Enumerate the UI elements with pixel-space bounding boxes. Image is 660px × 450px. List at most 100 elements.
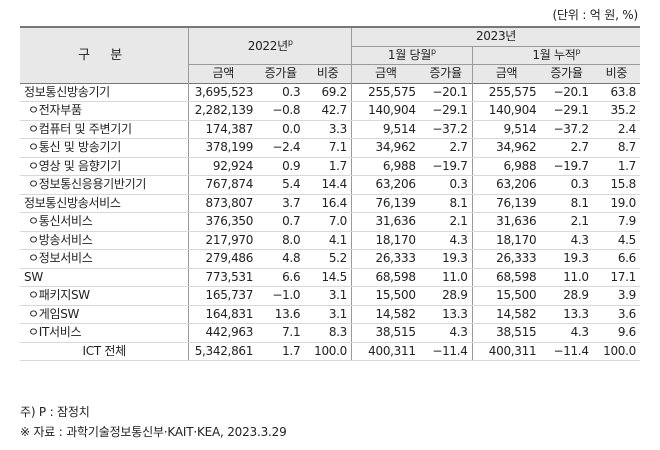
cell-cum-amount: 15,500 (472, 286, 541, 306)
cell-month-growth: 19.3 (419, 249, 473, 269)
ict-statistics-table: 구 분 2022년p 2023년 1월 당월p 1월 누적p 금액 증가율 비중… (20, 26, 640, 361)
cell-month-amount: 14,582 (351, 305, 420, 324)
cell-month-amount: 255,575 (351, 82, 420, 102)
table-row: ICT 전체 5,342,861 1.7 100.0 400,311 −11.4 400,3… (20, 341, 640, 361)
cell-month-amount: 18,170 (351, 231, 420, 250)
cell-2022-amount: 2,282,139 (188, 101, 258, 121)
cell-2022-amount: 767,874 (188, 175, 258, 195)
cell-2022-growth: 6.6 (257, 267, 305, 287)
cell-2022-share: 7.0 (304, 212, 353, 232)
cell-2022-amount: 3,695,523 (188, 82, 258, 102)
header-2022-growth: 증가율 (257, 64, 305, 83)
cell-2022-share: 7.1 (304, 138, 353, 158)
cell-cum-amount: 140,904 (472, 101, 541, 121)
cell-month-amount: 6,988 (351, 157, 420, 176)
cell-month-amount: 68,598 (351, 267, 420, 287)
note-source: ※ 자료 : 과학기술정보통신부·KAIT·KEA, 2023.3.29 (20, 425, 287, 439)
cell-cum-share: 7.9 (592, 212, 640, 232)
cell-cum-amount: 18,170 (472, 231, 541, 250)
cell-2022-share: 3.1 (304, 286, 353, 306)
cell-cum-amount: 400,311 (472, 341, 541, 361)
cell-2022-share: 69.2 (304, 82, 353, 102)
cell-cum-share: 6.6 (592, 249, 640, 269)
header-year-2022: 2022년p (188, 26, 352, 65)
cell-cum-growth: −37.2 (540, 120, 593, 139)
cell-month-amount: 63,206 (351, 175, 420, 195)
row-label: ㅇ정보서비스 (20, 249, 190, 269)
row-label: ㅇ방송서비스 (20, 231, 190, 250)
cell-cum-share: 3.9 (592, 286, 640, 306)
cell-cum-amount: 255,575 (472, 82, 541, 102)
cell-cum-amount: 38,515 (472, 323, 541, 343)
cell-month-amount: 15,500 (351, 286, 420, 306)
row-label: ㅇ전자부품 (20, 101, 190, 121)
cell-cum-growth: 11.0 (540, 267, 593, 287)
table-row: ㅇ영상 및 음향기기 92,924 0.9 1.7 6,988 −19.7 6,988 −19… (20, 157, 640, 176)
row-label: ㅇ컴퓨터 및 주변기기 (20, 120, 190, 139)
cell-month-amount: 34,962 (351, 138, 420, 158)
cell-2022-growth: 0.9 (257, 157, 305, 176)
cell-month-growth: 28.9 (419, 286, 473, 306)
cell-2022-amount: 174,387 (188, 120, 258, 139)
cell-2022-growth: 0.3 (257, 82, 305, 102)
cell-month-growth: 8.1 (419, 193, 473, 213)
cell-cum-amount: 9,514 (472, 120, 541, 139)
cell-cum-growth: 2.7 (540, 138, 593, 158)
cell-cum-growth: 13.3 (540, 305, 593, 324)
cell-cum-share: 1.7 (592, 157, 640, 176)
cell-2022-growth: 8.0 (257, 231, 305, 250)
row-label: 정보통신방송기기 (20, 82, 190, 102)
cell-cum-share: 17.1 (592, 267, 640, 287)
header-cum-amount: 금액 (472, 64, 541, 83)
cell-2022-amount: 217,970 (188, 231, 258, 250)
cell-cum-growth: −20.1 (540, 82, 593, 102)
cell-month-growth: 4.3 (419, 231, 473, 250)
table-row: ㅇ게임SW 164,831 13.6 3.1 14,582 13.3 14,582 13.3 3… (20, 305, 640, 324)
table-row: ㅇ정보통신응용기반기기 767,874 5.4 14.4 63,206 0.3 63,206… (20, 175, 640, 195)
cell-2022-amount: 376,350 (188, 212, 258, 232)
table-row: ㅇ방송서비스 217,970 8.0 4.1 18,170 4.3 18,170 4.3 4.5 (20, 231, 640, 250)
header-month-growth: 증가율 (419, 64, 473, 83)
cell-2022-growth: 7.1 (257, 323, 305, 343)
cell-2022-growth: 5.4 (257, 175, 305, 195)
cell-month-amount: 31,636 (351, 212, 420, 232)
cell-2022-share: 3.1 (304, 305, 353, 324)
cell-month-amount: 76,139 (351, 193, 420, 213)
cell-cum-amount: 68,598 (472, 267, 541, 287)
row-label: ICT 전체 (20, 341, 190, 361)
row-label: ㅇ패키지SW (20, 286, 190, 306)
row-label: 정보통신방송서비스 (20, 193, 190, 213)
table-row: ㅇ통신서비스 376,350 0.7 7.0 31,636 2.1 31,636 2.1 7.9 (20, 212, 640, 232)
cell-cum-growth: 4.3 (540, 231, 593, 250)
cell-2022-growth: −2.4 (257, 138, 305, 158)
cell-2022-growth: 4.8 (257, 249, 305, 269)
row-label: ㅇ통신서비스 (20, 212, 190, 232)
cell-month-growth: 13.3 (419, 305, 473, 324)
cell-2022-growth: 13.6 (257, 305, 305, 324)
cell-month-growth: −37.2 (419, 120, 473, 139)
cell-cum-share: 35.2 (592, 101, 640, 121)
cell-cum-amount: 76,139 (472, 193, 541, 213)
cell-cum-amount: 63,206 (472, 175, 541, 195)
cell-2022-amount: 442,963 (188, 323, 258, 343)
header-2022-amount: 금액 (188, 64, 258, 83)
row-label: ㅇ통신 및 방송기기 (20, 138, 190, 158)
cell-cum-share: 4.5 (592, 231, 640, 250)
cell-2022-amount: 873,807 (188, 193, 258, 213)
cell-month-amount: 400,311 (351, 341, 420, 361)
table-row: 정보통신방송기기 3,695,523 0.3 69.2 255,575 −20.1 255,… (20, 82, 640, 102)
cell-cum-growth: 8.1 (540, 193, 593, 213)
cell-month-growth: −29.1 (419, 101, 473, 121)
cell-2022-share: 4.1 (304, 231, 353, 250)
cell-2022-share: 14.5 (304, 267, 353, 287)
cell-cum-share: 100.0 (592, 341, 640, 361)
cell-cum-growth: 2.1 (540, 212, 593, 232)
cell-cum-amount: 34,962 (472, 138, 541, 158)
header-month: 1월 당월p (351, 46, 473, 65)
header-cum-growth: 증가율 (540, 64, 593, 83)
note-provisional: 주) P : 잠정치 (20, 405, 90, 419)
cell-cum-growth: −11.4 (540, 341, 593, 361)
footnotes: 주) P : 잠정치 ※ 자료 : 과학기술정보통신부·KAIT·KEA, 20… (20, 402, 287, 442)
cell-month-growth: 0.3 (419, 175, 473, 195)
header-cum-share: 비중 (592, 64, 640, 83)
